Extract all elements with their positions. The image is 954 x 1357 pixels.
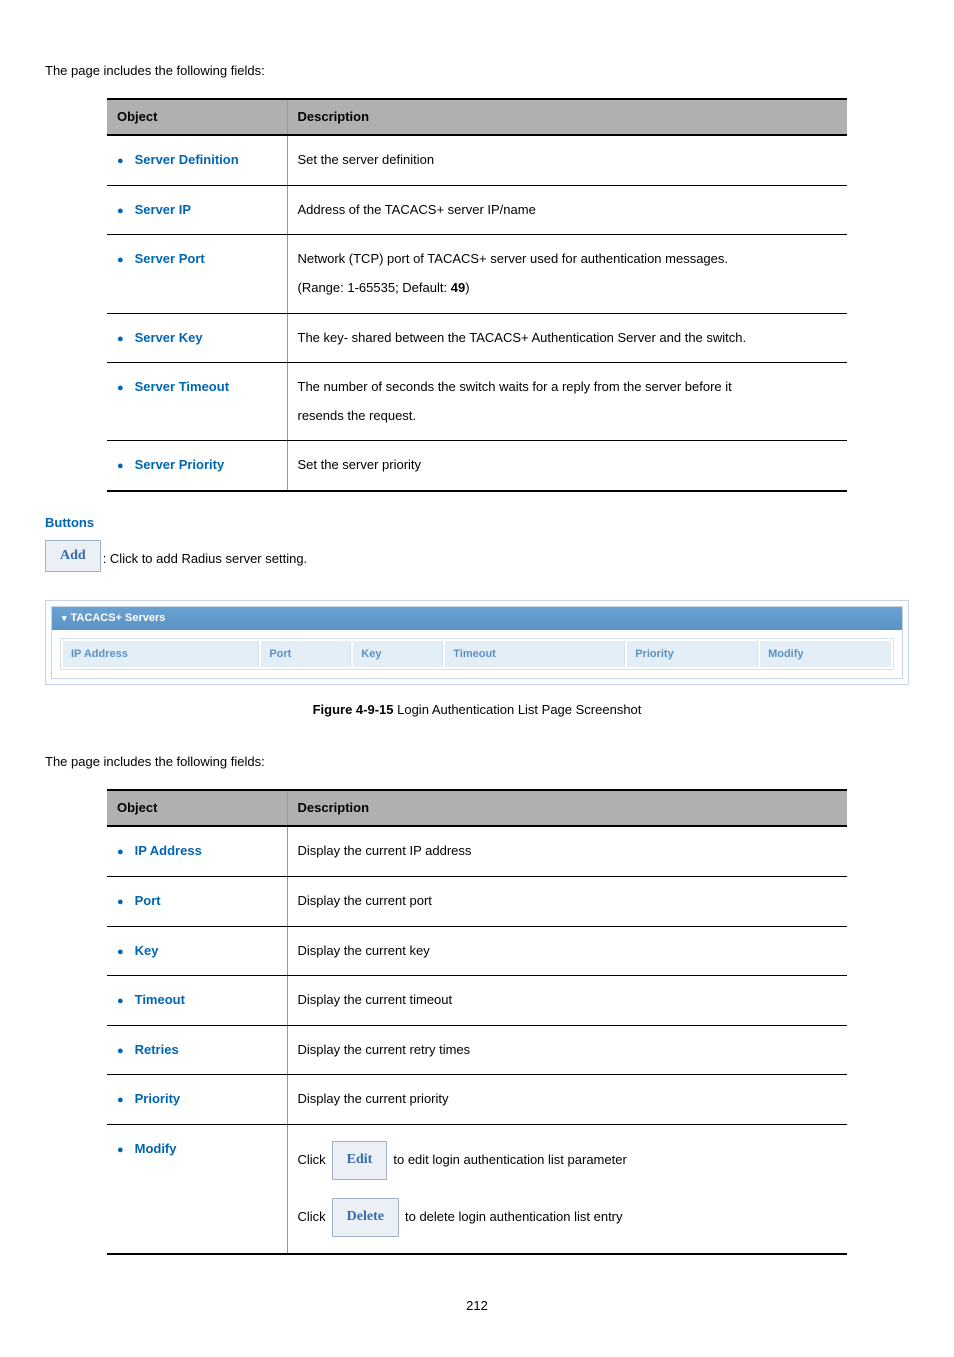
table-row: ● Server KeyThe key- shared between the … (107, 313, 847, 363)
column-header: IP Address (63, 641, 259, 668)
figure-caption: Figure 4-9-15 Login Authentication List … (45, 699, 909, 721)
click-text: Click (298, 1203, 326, 1232)
buttons-heading: Buttons (45, 512, 909, 534)
delete-button[interactable]: Delete (332, 1198, 399, 1237)
description-cell: Display the current key (287, 926, 847, 976)
column-header: Modify (760, 641, 891, 668)
intro-text-1: The page includes the following fields: (45, 60, 909, 82)
object-cell: ● Retries (107, 1025, 287, 1075)
object-table-2: Object Description ● IP AddressDisplay t… (107, 789, 847, 1254)
add-button-row: Add : Click to add Radius server setting… (45, 540, 909, 572)
object-cell: ● Priority (107, 1075, 287, 1125)
object-cell: ● Server Key (107, 313, 287, 363)
table-row: ● Server PortNetwork (TCP) port of TACAC… (107, 235, 847, 313)
column-header: Timeout (445, 641, 625, 668)
description-cell: Address of the TACACS+ server IP/name (287, 185, 847, 235)
description-cell: The number of seconds the switch waits f… (287, 363, 847, 441)
table-row: ● Server TimeoutThe number of seconds th… (107, 363, 847, 441)
object-table-1: Object Description ● Server DefinitionSe… (107, 98, 847, 492)
description-cell: Display the current timeout (287, 976, 847, 1026)
modify-cell: ClickEditto edit login authentication li… (287, 1125, 847, 1254)
panel-title: ▾ TACACS+ Servers (52, 607, 902, 630)
table-row: ● KeyDisplay the current key (107, 926, 847, 976)
table-row: ● PriorityDisplay the current priority (107, 1075, 847, 1125)
description-cell: Display the current retry times (287, 1025, 847, 1075)
edit-button[interactable]: Edit (332, 1141, 388, 1180)
column-header: Port (261, 641, 351, 668)
object-cell: ● Server Priority (107, 441, 287, 491)
description-cell: The key- shared between the TACACS+ Auth… (287, 313, 847, 363)
object-cell: ● Port (107, 877, 287, 927)
description-cell: Display the current IP address (287, 826, 847, 876)
table-row: ● Server DefinitionSet the server defini… (107, 135, 847, 185)
object-cell: ● Server Definition (107, 135, 287, 185)
table-row: ● ModifyClickEditto edit login authentic… (107, 1125, 847, 1254)
column-header: Key (353, 641, 443, 668)
table2-header-description: Description (287, 790, 847, 826)
description-cell: Set the server priority (287, 441, 847, 491)
panel-title-text: TACACS+ Servers (71, 612, 166, 624)
screenshot-box: ▾ TACACS+ Servers IP AddressPortKeyTimeou… (45, 600, 909, 685)
description-cell: Display the current priority (287, 1075, 847, 1125)
table1-header-description: Description (287, 99, 847, 135)
intro-text-2: The page includes the following fields: (45, 751, 909, 773)
caption-rest: Login Authentication List Page Screensho… (394, 702, 642, 717)
panel-body: IP AddressPortKeyTimeoutPriorityModify (52, 630, 902, 679)
table-row: ● TimeoutDisplay the current timeout (107, 976, 847, 1026)
page-number: 212 (45, 1295, 909, 1317)
table2-header-object: Object (107, 790, 287, 826)
add-button-text: : Click to add Radius server setting. (103, 548, 307, 572)
description-cell: Display the current port (287, 877, 847, 927)
object-cell: ● Server Timeout (107, 363, 287, 441)
object-cell: ● Key (107, 926, 287, 976)
edit-text: to edit login authentication list parame… (393, 1146, 626, 1175)
tacacs-panel: ▾ TACACS+ Servers IP AddressPortKeyTimeou… (51, 606, 903, 679)
description-cell: Set the server definition (287, 135, 847, 185)
click-text: Click (298, 1146, 326, 1175)
table-row: ● Server PrioritySet the server priority (107, 441, 847, 491)
servers-table: IP AddressPortKeyTimeoutPriorityModify (60, 638, 894, 671)
object-cell: ● Timeout (107, 976, 287, 1026)
chevron-down-icon: ▾ (62, 613, 67, 623)
table-row: ● IP AddressDisplay the current IP addre… (107, 826, 847, 876)
object-cell: ● Server IP (107, 185, 287, 235)
column-header: Priority (627, 641, 758, 668)
object-cell: ● Modify (107, 1125, 287, 1254)
caption-bold: Figure 4-9-15 (313, 702, 394, 717)
description-cell: Network (TCP) port of TACACS+ server use… (287, 235, 847, 313)
table-row: ● Server IPAddress of the TACACS+ server… (107, 185, 847, 235)
table-row: ● PortDisplay the current port (107, 877, 847, 927)
delete-text: to delete login authentication list entr… (405, 1203, 623, 1232)
table1-header-object: Object (107, 99, 287, 135)
add-button[interactable]: Add (45, 540, 101, 572)
object-cell: ● IP Address (107, 826, 287, 876)
object-cell: ● Server Port (107, 235, 287, 313)
table-row: ● RetriesDisplay the current retry times (107, 1025, 847, 1075)
